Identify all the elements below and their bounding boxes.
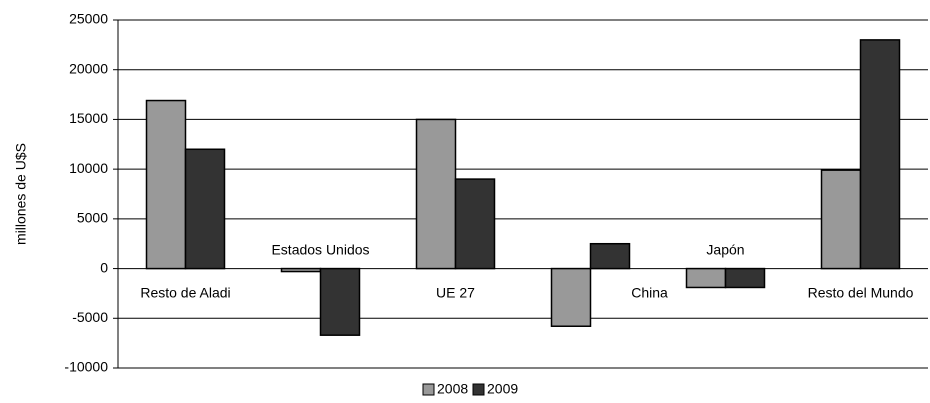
y-tick-label: -10000 — [64, 359, 108, 375]
bar — [724, 267, 766, 289]
x-tick-label: Resto del Mundo — [808, 284, 914, 300]
bar — [685, 267, 727, 289]
x-tick-label: Resto de Aladi — [140, 284, 230, 300]
bar — [550, 267, 592, 327]
y-tick-label: 10000 — [69, 160, 108, 176]
bar — [454, 178, 496, 270]
y-axis-label: millones de U$S — [13, 143, 29, 245]
x-tick-label: UE 27 — [436, 284, 475, 300]
bar — [184, 148, 226, 270]
bar — [859, 39, 901, 270]
legend-label: 2008 — [437, 381, 468, 397]
legend-swatch — [472, 383, 485, 396]
y-tick-label: 5000 — [77, 210, 108, 226]
y-tick-label: -5000 — [72, 309, 108, 325]
bar — [415, 118, 457, 270]
x-tick-label: China — [631, 284, 668, 300]
bar — [820, 169, 862, 270]
legend-swatch — [422, 383, 435, 396]
bar — [319, 267, 361, 336]
x-tick-label: Estados Unidos — [271, 241, 369, 257]
y-tick-label: 20000 — [69, 60, 108, 76]
x-tick-label: Japón — [706, 241, 744, 257]
y-tick-label: 25000 — [69, 11, 108, 27]
bar — [145, 99, 187, 270]
y-tick-label: 0 — [100, 259, 108, 275]
bar — [589, 242, 631, 270]
legend-label: 2009 — [487, 381, 518, 397]
bar — [280, 267, 322, 273]
y-tick-label: 15000 — [69, 110, 108, 126]
